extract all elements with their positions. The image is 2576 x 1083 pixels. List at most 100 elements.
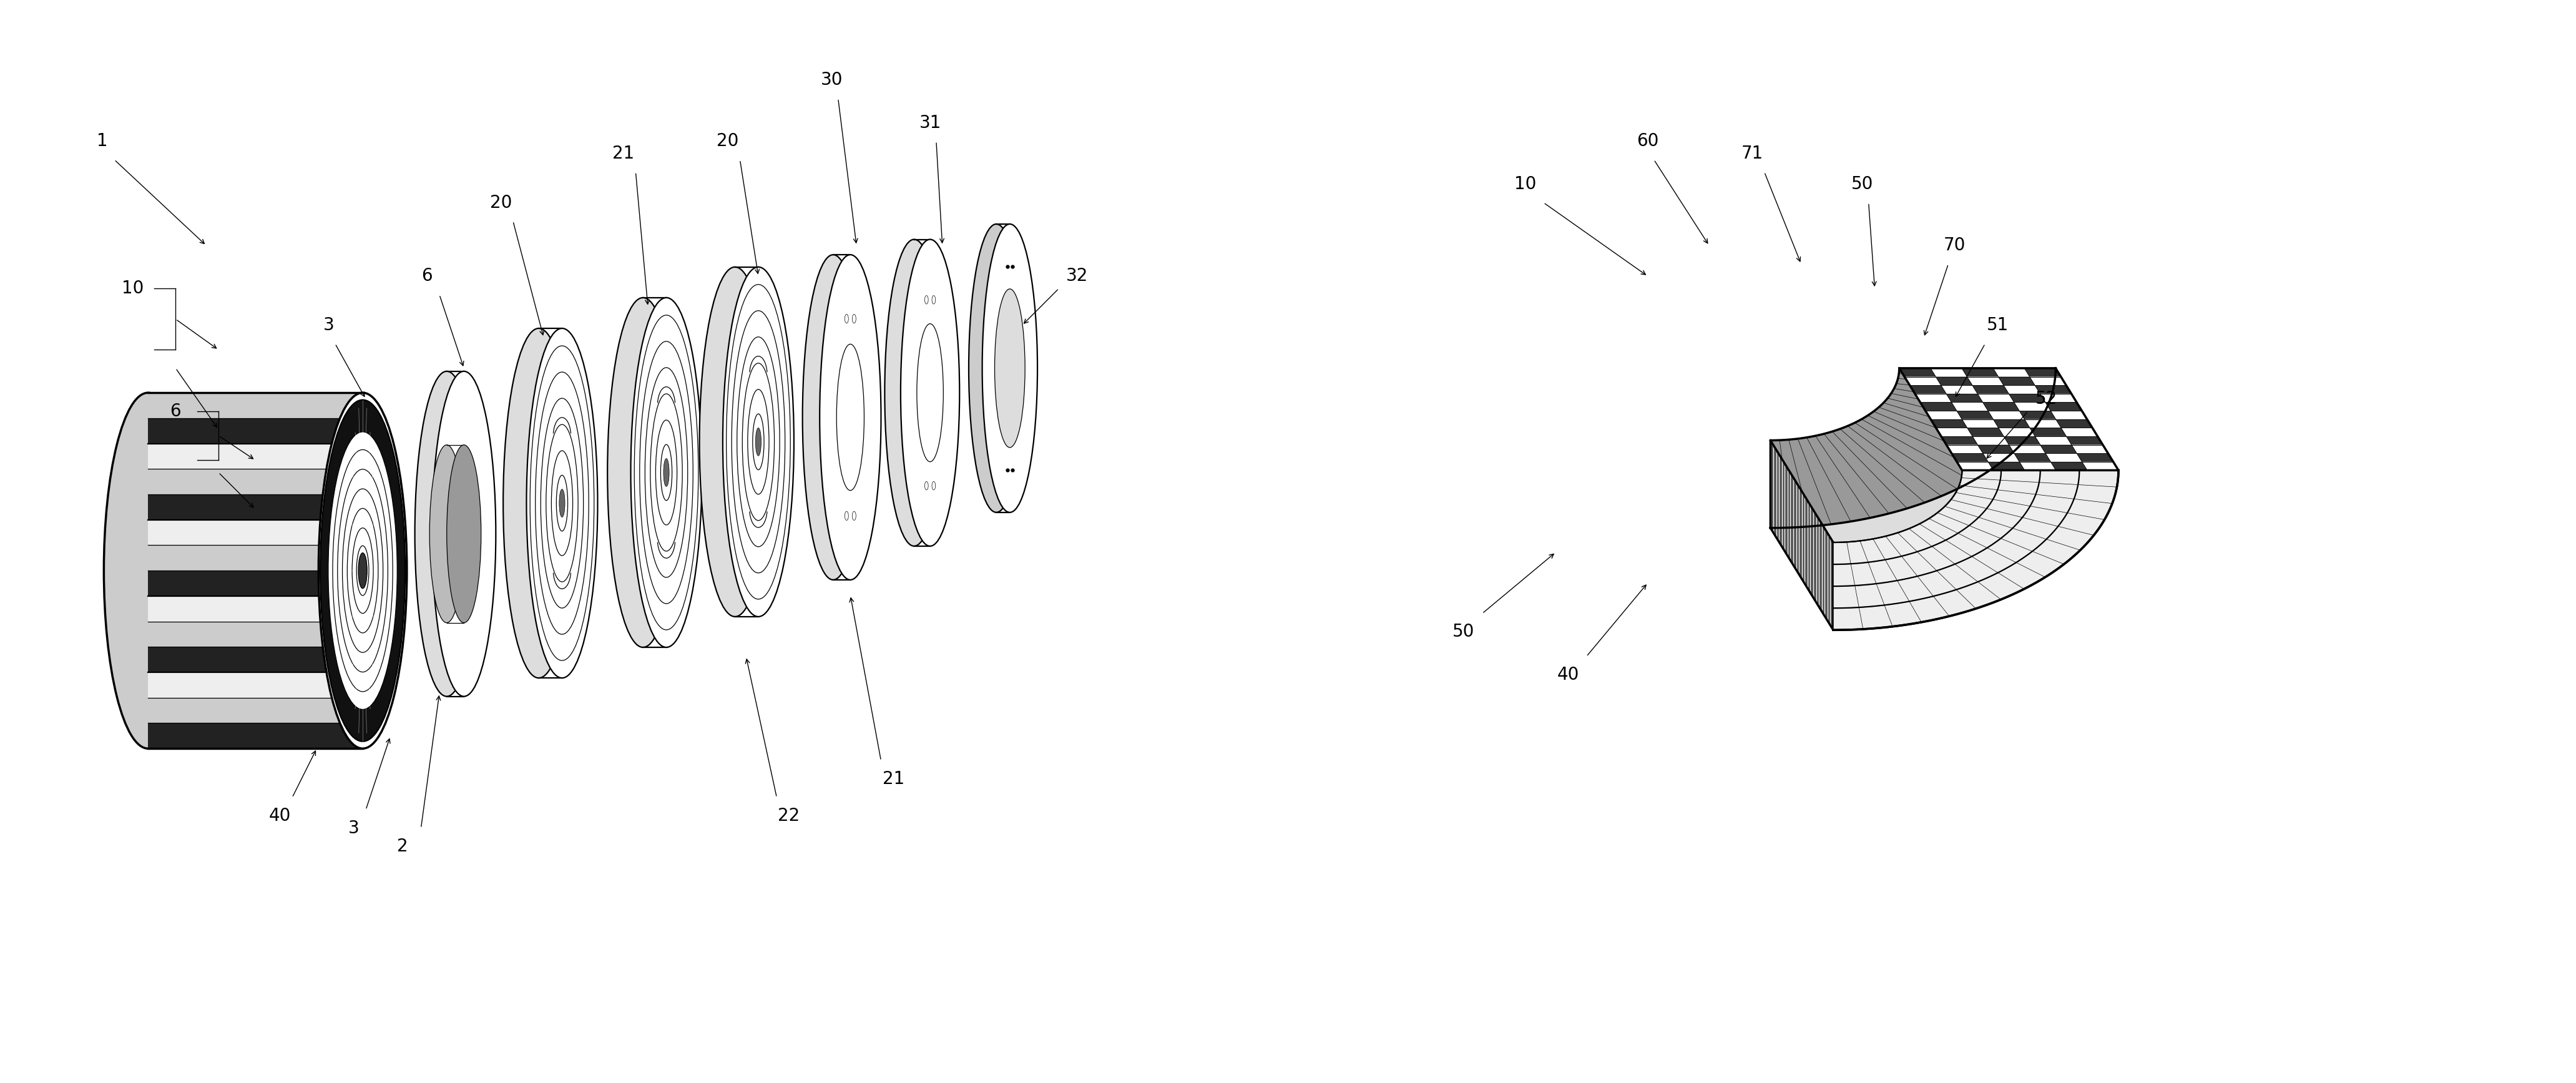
Text: 50: 50 <box>1453 623 1476 641</box>
Polygon shape <box>1935 377 1973 386</box>
Ellipse shape <box>433 371 495 696</box>
Polygon shape <box>1770 368 2117 630</box>
Ellipse shape <box>337 469 389 673</box>
Polygon shape <box>1968 428 2004 436</box>
Polygon shape <box>2066 436 2102 445</box>
Polygon shape <box>1929 419 1968 428</box>
Polygon shape <box>1984 402 2020 410</box>
Ellipse shape <box>319 400 404 742</box>
Polygon shape <box>147 469 363 495</box>
Polygon shape <box>2020 410 2056 419</box>
Ellipse shape <box>917 324 943 461</box>
Text: 21: 21 <box>613 145 634 162</box>
Polygon shape <box>2004 436 2040 445</box>
Polygon shape <box>147 697 363 723</box>
Text: 6: 6 <box>170 403 180 420</box>
Ellipse shape <box>969 224 1023 512</box>
Polygon shape <box>2014 454 2050 461</box>
Ellipse shape <box>837 344 863 491</box>
Text: 3: 3 <box>325 316 335 334</box>
Polygon shape <box>1973 386 2009 394</box>
Polygon shape <box>1978 445 2014 454</box>
Ellipse shape <box>327 432 397 709</box>
Ellipse shape <box>884 239 943 546</box>
Polygon shape <box>1942 436 1978 445</box>
Ellipse shape <box>332 449 392 692</box>
Ellipse shape <box>608 298 677 648</box>
Polygon shape <box>1963 368 1999 377</box>
Polygon shape <box>147 444 363 469</box>
Polygon shape <box>2040 445 2076 454</box>
Text: 1: 1 <box>95 132 108 149</box>
Text: 20: 20 <box>716 132 739 149</box>
Ellipse shape <box>502 328 574 678</box>
Ellipse shape <box>925 482 927 490</box>
Ellipse shape <box>430 445 464 623</box>
Polygon shape <box>2056 419 2092 428</box>
Polygon shape <box>1989 461 2025 470</box>
Polygon shape <box>2035 386 2071 394</box>
Text: 2: 2 <box>397 838 407 856</box>
Polygon shape <box>147 723 363 748</box>
Ellipse shape <box>804 255 863 579</box>
Polygon shape <box>1770 368 1963 543</box>
Polygon shape <box>147 596 363 622</box>
Ellipse shape <box>319 393 407 748</box>
Ellipse shape <box>343 488 384 652</box>
Polygon shape <box>1770 441 1834 630</box>
Polygon shape <box>2030 428 2066 436</box>
Ellipse shape <box>755 428 760 456</box>
Text: 30: 30 <box>822 71 842 89</box>
Ellipse shape <box>446 445 482 623</box>
Ellipse shape <box>701 268 770 616</box>
Polygon shape <box>147 393 363 418</box>
Ellipse shape <box>103 393 193 748</box>
Ellipse shape <box>853 314 855 323</box>
Text: 51: 51 <box>1986 316 2009 334</box>
Polygon shape <box>2050 461 2087 470</box>
Ellipse shape <box>353 527 374 613</box>
Polygon shape <box>147 545 363 571</box>
Polygon shape <box>1999 377 2035 386</box>
Ellipse shape <box>355 546 368 596</box>
Polygon shape <box>147 673 363 697</box>
Ellipse shape <box>902 239 958 546</box>
Polygon shape <box>1834 470 2117 630</box>
Polygon shape <box>2076 454 2112 461</box>
Polygon shape <box>1958 410 1994 419</box>
Ellipse shape <box>845 511 848 520</box>
Ellipse shape <box>933 482 935 490</box>
Ellipse shape <box>933 296 935 304</box>
Polygon shape <box>147 571 363 596</box>
Text: 50: 50 <box>1852 175 1873 193</box>
Ellipse shape <box>415 371 479 696</box>
Ellipse shape <box>559 490 564 518</box>
Polygon shape <box>2025 368 2061 377</box>
Polygon shape <box>1899 368 2117 470</box>
Polygon shape <box>147 622 363 647</box>
Text: 71: 71 <box>1741 145 1762 162</box>
Ellipse shape <box>348 508 379 632</box>
Polygon shape <box>1909 386 1947 394</box>
Polygon shape <box>1953 454 1989 461</box>
Text: 40: 40 <box>1556 666 1579 683</box>
Text: 22: 22 <box>778 807 801 825</box>
Ellipse shape <box>819 255 881 579</box>
Ellipse shape <box>526 328 598 678</box>
Polygon shape <box>1994 419 2030 428</box>
Ellipse shape <box>925 296 927 304</box>
Polygon shape <box>2009 394 2045 402</box>
Text: 10: 10 <box>1515 175 1535 193</box>
Text: 60: 60 <box>1636 132 1659 149</box>
Polygon shape <box>1947 394 1984 402</box>
Ellipse shape <box>845 314 848 323</box>
Ellipse shape <box>665 458 670 486</box>
Polygon shape <box>147 495 363 520</box>
Ellipse shape <box>724 268 793 616</box>
Polygon shape <box>147 647 363 673</box>
Text: 21: 21 <box>884 770 904 788</box>
Text: 10: 10 <box>121 279 144 297</box>
Ellipse shape <box>994 289 1025 447</box>
Text: 20: 20 <box>489 194 513 211</box>
Polygon shape <box>1770 368 2056 527</box>
